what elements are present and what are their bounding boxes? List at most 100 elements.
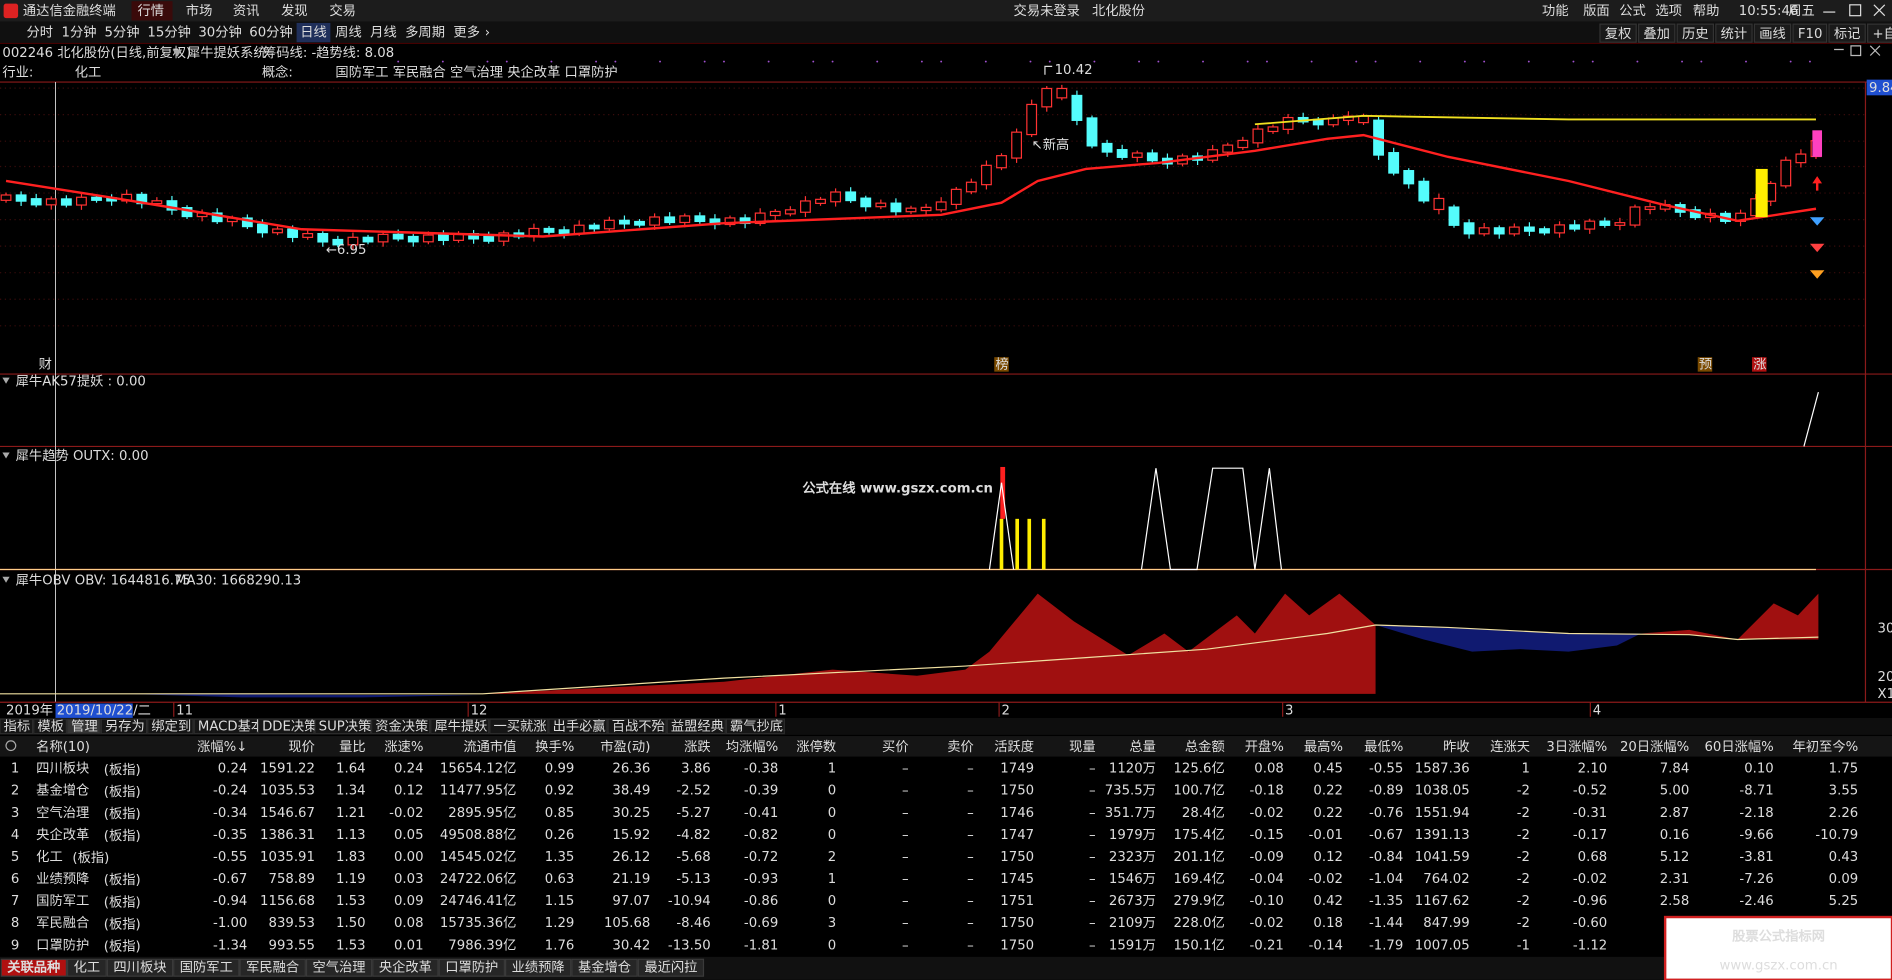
table-row[interactable] [0, 890, 1892, 912]
indicator-tab[interactable]: 益盟经典 [671, 718, 724, 734]
footer-tab[interactable]: 最近闪拉 [644, 960, 697, 976]
column-header[interactable]: 卖价 [947, 739, 974, 755]
footer-tab[interactable]: 业绩预降 [512, 960, 565, 976]
column-header[interactable]: 总量 [1129, 739, 1156, 755]
indicator-tab[interactable]: 指标 [4, 718, 31, 734]
column-header[interactable]: 涨停数 [796, 738, 836, 755]
indicator-tab[interactable]: 百战不殆 [612, 718, 665, 734]
footer-tab[interactable]: 关联品种 [7, 959, 60, 976]
event-marker[interactable]: 涨 [1753, 356, 1766, 372]
footer-tab[interactable]: 化工 [74, 960, 101, 976]
period-tab[interactable]: 多周期 [405, 24, 445, 41]
column-header[interactable]: 现价 [288, 740, 315, 755]
tool-button[interactable]: 统计 [1721, 26, 1748, 42]
event-marker[interactable]: 榜 [995, 355, 1008, 372]
menu-item[interactable]: 资讯 [233, 3, 260, 19]
column-header[interactable]: 20日涨幅% [1620, 739, 1689, 755]
column-header[interactable]: 涨速% [384, 739, 423, 755]
right-menu-item[interactable]: 公式 [1619, 3, 1646, 19]
footer-tab[interactable]: 央企改革 [379, 959, 432, 976]
table-row[interactable] [0, 757, 1892, 780]
event-marker[interactable]: 预 [1699, 356, 1712, 372]
column-header[interactable]: 60日涨幅% [1704, 739, 1773, 755]
tool-button[interactable]: 叠加 [1643, 26, 1670, 42]
panel-toggle[interactable] [2, 452, 10, 459]
indicator-tab[interactable]: 资金决策 [375, 717, 428, 734]
trade-status[interactable]: 交易未登录 [1014, 2, 1080, 19]
column-header[interactable]: 均涨幅% [726, 739, 778, 755]
table-row[interactable] [0, 868, 1892, 890]
footer-tab[interactable]: 口罩防护 [445, 960, 498, 976]
column-header[interactable]: 名称(10) [36, 739, 90, 755]
column-header[interactable]: 活跃度 [994, 739, 1034, 755]
column-header[interactable]: 买价 [882, 739, 909, 755]
menu-item[interactable]: 发现 [281, 3, 308, 19]
period-tab[interactable]: 分时 [27, 25, 54, 41]
table-row[interactable] [0, 934, 1892, 957]
column-header[interactable]: 涨跌 [684, 739, 711, 755]
menu-item[interactable]: 市场 [186, 2, 213, 19]
tool-button[interactable]: F10 [1798, 27, 1823, 42]
window-close[interactable] [1873, 4, 1886, 17]
period-tab[interactable]: 日线 [300, 25, 327, 41]
footer-tab[interactable]: 四川板块 [113, 960, 166, 976]
column-header[interactable]: 最高% [1304, 738, 1343, 755]
menu-item[interactable]: 行情 [138, 3, 165, 19]
indicator-tab[interactable]: 犀牛提妖 [434, 718, 487, 734]
column-header[interactable]: 市盈(动) [600, 738, 650, 755]
window-maximize[interactable] [1849, 4, 1862, 17]
indicator-tab[interactable]: 出手必赢 [553, 717, 606, 734]
indicator-tab[interactable]: 一买就涨 [494, 718, 547, 734]
period-tab[interactable]: 月线 [370, 25, 397, 41]
table-row[interactable] [0, 779, 1892, 802]
right-menu-item[interactable]: 版面 [1583, 3, 1610, 19]
column-header[interactable]: 现量 [1069, 739, 1096, 755]
footer-tab[interactable]: 基金增仓 [578, 960, 631, 976]
event-marker[interactable]: 财 [39, 356, 52, 372]
indicator-tab[interactable]: 霸气抄底 [730, 718, 783, 734]
table-row[interactable] [0, 846, 1892, 868]
period-tab[interactable]: 5分钟 [104, 24, 139, 41]
column-header[interactable]: 3日涨幅% [1546, 739, 1607, 755]
tool-button[interactable]: 复权 [1605, 25, 1632, 42]
indicator-tab[interactable]: 绑定到 [151, 718, 191, 734]
period-tab[interactable]: 1分钟 [62, 24, 97, 41]
footer-tab[interactable]: 空气治理 [313, 960, 366, 976]
dropdown-icon[interactable] [172, 49, 183, 57]
table-row[interactable] [0, 801, 1892, 824]
indicator-tab[interactable]: DDE决策 [262, 717, 317, 734]
column-header[interactable]: 连涨天 [1490, 739, 1530, 755]
column-header[interactable]: 总金额 [1185, 739, 1225, 755]
column-header[interactable]: 昨收 [1443, 739, 1470, 755]
menu-item[interactable]: 交易 [329, 2, 356, 19]
column-header[interactable]: 最低% [1364, 739, 1403, 755]
settings-icon[interactable] [5, 740, 17, 752]
panel-icons[interactable] [1834, 45, 1881, 57]
column-header[interactable]: 涨幅%↓ [197, 739, 247, 755]
indicator-tab[interactable]: MACD基本 [198, 718, 264, 734]
period-tab[interactable]: 更多 [453, 24, 480, 41]
indicator-tab[interactable]: 管理 [71, 718, 98, 734]
footer-tab[interactable]: 国防军工 [180, 960, 233, 976]
period-tab[interactable]: 60分钟 [249, 24, 292, 41]
tool-button[interactable]: 画线 [1759, 26, 1786, 42]
panel-toggle[interactable] [2, 377, 10, 384]
period-tab[interactable]: 30分钟 [198, 24, 241, 41]
indicator-tab[interactable]: SUP决策 [319, 717, 372, 734]
indicator-tab[interactable]: 模板 [37, 718, 64, 734]
indicator-tab[interactable]: 另存为 [105, 718, 145, 734]
table-row[interactable] [0, 912, 1892, 935]
tool-button[interactable]: +自选 [1872, 26, 1892, 42]
right-menu-item[interactable]: 选项 [1656, 3, 1683, 19]
column-header[interactable]: 换手% [535, 739, 574, 755]
panel-toggle[interactable] [2, 576, 10, 583]
column-header[interactable]: 量比 [339, 739, 366, 755]
footer-tab[interactable]: 军民融合 [246, 960, 299, 976]
period-tab[interactable]: 15分钟 [147, 24, 190, 41]
column-header[interactable]: 开盘% [1245, 738, 1284, 755]
tool-button[interactable]: 标记 [1834, 26, 1861, 42]
tool-button[interactable]: 历史 [1682, 26, 1709, 42]
column-header[interactable]: 年初至今% [1793, 739, 1859, 755]
table-row[interactable] [0, 824, 1892, 846]
right-menu-item[interactable]: 帮助 [1693, 3, 1720, 19]
